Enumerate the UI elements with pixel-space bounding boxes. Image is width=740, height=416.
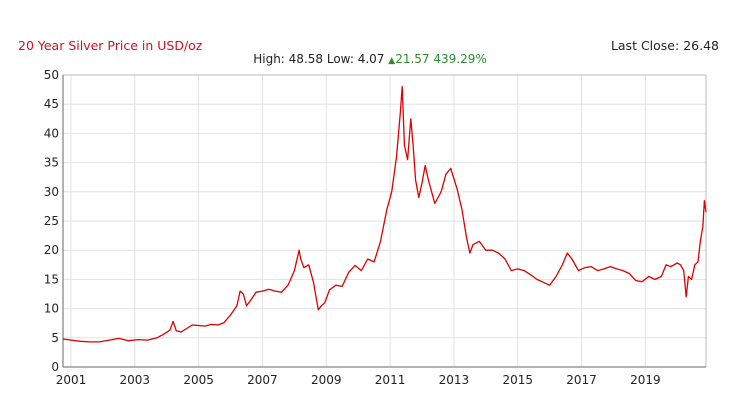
y-tick-label: 30 <box>44 185 59 199</box>
chart-title: 20 Year Silver Price in USD/oz <box>18 38 203 53</box>
y-tick-labels: 0 5 10 15 20 25 30 35 40 45 50 <box>44 68 59 374</box>
series-layer <box>62 86 707 343</box>
x-tick-label: 2015 <box>502 373 533 387</box>
price-stats: High: 48.58 Low: 4.07 ▲21.57 439.29% <box>0 52 740 66</box>
up-triangle-icon: ▲ <box>388 56 396 66</box>
y-tick-label: 0 <box>51 360 59 374</box>
x-tick-label: 2019 <box>630 373 661 387</box>
y-tick-label: 50 <box>44 68 59 82</box>
axes <box>62 74 707 368</box>
y-tick-label: 40 <box>44 126 59 140</box>
change-value: 21.57 <box>395 52 430 66</box>
y-tick-label: 25 <box>44 214 59 228</box>
x-tick-labels: 2001 2003 2005 2007 2009 2011 2013 2015 2017 2019 <box>56 373 661 387</box>
x-tick-label: 2017 <box>566 373 597 387</box>
x-tick-label: 2013 <box>439 373 470 387</box>
x-tick-label: 2001 <box>56 373 87 387</box>
y-tick-label: 10 <box>44 302 59 316</box>
change-percent: 439.29% <box>433 52 487 66</box>
high-label: High: <box>253 52 285 66</box>
low-value: 4.07 <box>357 52 385 66</box>
y-tick-label: 15 <box>44 272 59 286</box>
last-close: Last Close: 26.48 <box>611 38 719 53</box>
x-tick-label: 2007 <box>247 373 278 387</box>
x-tick-label: 2011 <box>375 373 406 387</box>
y-tick-label: 20 <box>44 243 59 257</box>
y-tick-label: 5 <box>51 331 59 345</box>
x-tick-label: 2009 <box>311 373 342 387</box>
y-tick-label: 45 <box>44 97 59 111</box>
high-value: 48.58 <box>288 52 324 66</box>
last-close-value: 26.48 <box>683 38 719 53</box>
y-tick-label: 35 <box>44 156 59 170</box>
x-tick-label: 2005 <box>183 373 214 387</box>
last-close-label: Last Close: <box>610 38 680 53</box>
series-line <box>62 86 707 343</box>
x-tick-label: 2003 <box>120 373 151 387</box>
low-label: Low: <box>326 52 354 66</box>
